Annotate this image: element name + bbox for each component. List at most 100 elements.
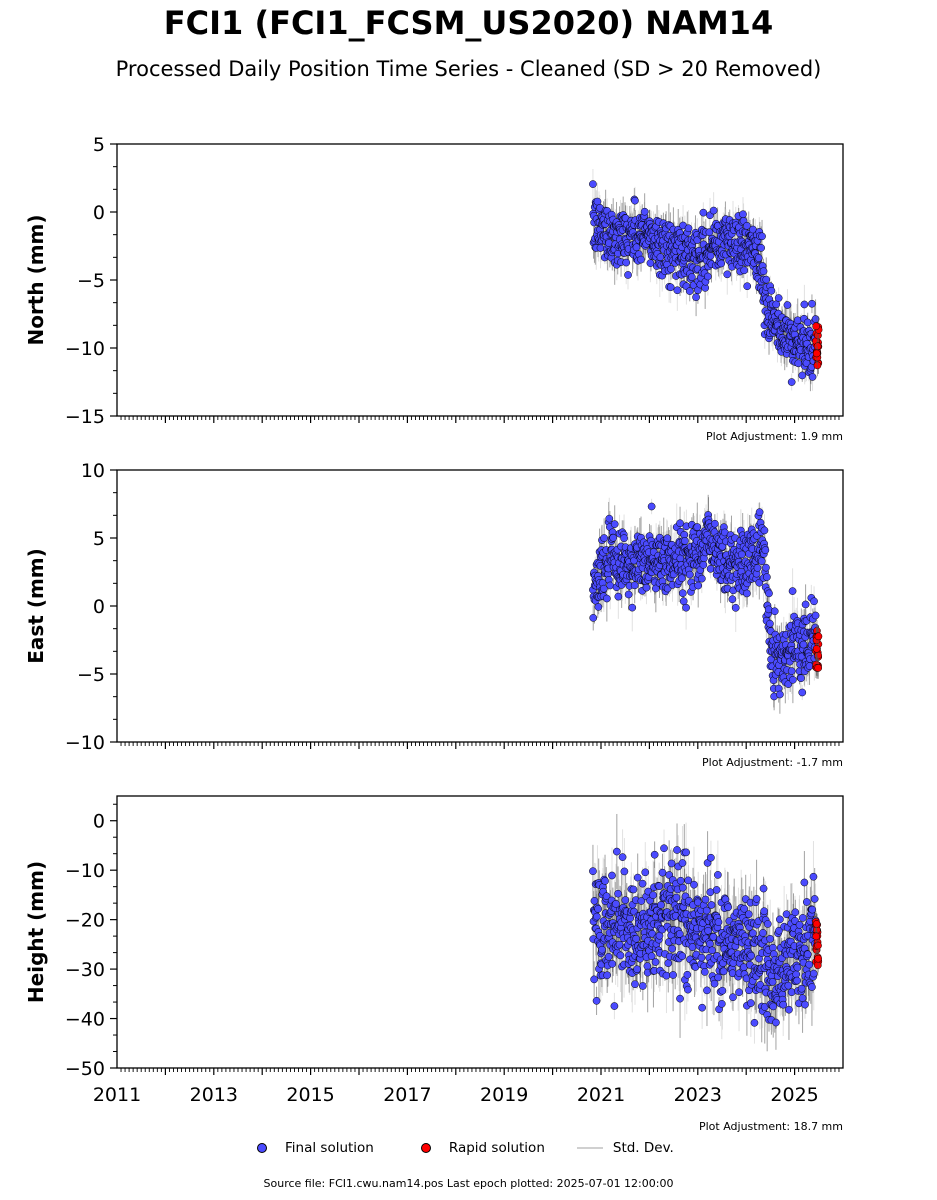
final-solution-point [788, 587, 797, 595]
y-tick-label: 5 [93, 528, 105, 550]
final-solution-point [743, 221, 751, 230]
final-solution-point [660, 844, 668, 853]
final-solution-point [775, 926, 783, 935]
data-layer [589, 169, 823, 392]
final-solution-point [723, 270, 732, 279]
final-solution-point [760, 907, 768, 916]
final-solution-point [693, 523, 702, 531]
final-solution-point [810, 597, 818, 606]
final-solution-point [678, 574, 686, 583]
final-solution-point [743, 589, 751, 598]
final-solution-point [684, 876, 693, 885]
final-solution-point [789, 675, 797, 684]
final-solution-point [605, 239, 613, 247]
final-solution-point [768, 978, 777, 986]
final-solution-point [637, 255, 645, 264]
final-solution-point [678, 883, 687, 892]
final-solution-point [649, 891, 657, 900]
final-solution-point [699, 561, 708, 569]
final-solution-point [667, 859, 676, 868]
final-solution-point [755, 508, 764, 516]
final-solution-point [769, 1002, 778, 1011]
final-solution-point [714, 871, 722, 879]
final-solution-point [608, 960, 617, 968]
final-solution-point [647, 502, 656, 511]
final-solution-point [776, 690, 784, 699]
final-solution-point [643, 962, 652, 970]
y-tick-label: 0 [93, 811, 105, 833]
final-solution-point [697, 953, 706, 962]
final-solution-point [757, 557, 766, 566]
final-solution-point [676, 876, 685, 885]
final-solution-point [810, 895, 819, 903]
final-solution-point [754, 254, 763, 262]
final-solution-point [756, 980, 765, 989]
final-solution-point [772, 1018, 780, 1027]
final-solution-point [655, 882, 664, 890]
final-solution-point [787, 988, 796, 997]
final-solution-point [698, 1003, 706, 1012]
final-solution-point [765, 589, 773, 598]
final-solution-point [664, 959, 673, 968]
rapid-solution-point [812, 644, 821, 653]
final-solution-point [702, 906, 711, 915]
final-solution-point [793, 963, 802, 972]
final-solution-point [803, 950, 812, 959]
final-solution-point [728, 595, 737, 604]
final-solution-point [717, 259, 726, 268]
y-axis-label: East (mm) [24, 548, 48, 664]
final-solution-point [673, 846, 681, 854]
final-solution-point [808, 299, 816, 308]
final-solution-point [678, 859, 687, 867]
final-solution-point [610, 520, 619, 528]
final-solution-point [694, 581, 703, 590]
final-solution-point [759, 267, 768, 276]
final-solution-point [719, 967, 728, 976]
final-solution-point [614, 592, 623, 601]
final-solution-point [683, 970, 692, 979]
final-solution-point [714, 973, 723, 982]
final-solution-point [610, 1002, 619, 1010]
y-tick-label: 5 [93, 134, 105, 156]
final-solution-point [672, 893, 681, 902]
y-tick-label: −10 [65, 860, 105, 882]
final-solution-point [631, 196, 639, 205]
final-solution-point [759, 884, 768, 893]
final-solution-point [676, 519, 684, 528]
final-solution-point [599, 584, 608, 593]
final-solution-point [673, 286, 682, 295]
final-solution-point [678, 952, 687, 961]
data-layer [589, 813, 823, 1052]
rapid-solution-point [812, 349, 821, 358]
y-tick-label: −5 [77, 270, 105, 292]
final-solution-point [682, 848, 690, 857]
final-solution-point [793, 316, 802, 325]
final-solution-point [724, 903, 733, 912]
y-tick-label: 0 [93, 202, 105, 224]
final-solution-point [801, 1000, 809, 1009]
final-solution-point [799, 640, 808, 649]
final-solution-point [590, 975, 598, 984]
final-solution-point [798, 994, 807, 1003]
final-solution-point [657, 901, 665, 909]
final-solution-point [761, 546, 770, 555]
final-solution-point [628, 603, 637, 612]
chart-subtitle: Processed Daily Position Time Series - C… [115, 57, 822, 81]
final-solution-point [797, 674, 805, 683]
final-solution-point [624, 590, 633, 599]
final-solution-point [763, 573, 771, 581]
final-solution-point [731, 603, 740, 612]
final-solution-point [647, 952, 656, 960]
panel-0: 5 0 −5 −10 −15 North (mm) Plot Adjustment: 1.9… [24, 134, 844, 443]
final-solution-point [684, 985, 692, 994]
final-solution-point [762, 563, 770, 572]
final-solution-point [737, 550, 746, 559]
panel-1: 10 5 0 −5 −10 East (mm) Plot Adjustment: -1.7 … [24, 460, 844, 769]
final-solution-point [632, 934, 641, 943]
final-solution-point [662, 971, 671, 980]
final-solution-point [589, 180, 597, 188]
y-tick-label: −10 [65, 732, 105, 754]
final-solution-point [709, 206, 718, 215]
final-solution-point [688, 943, 697, 951]
final-solution-point [801, 600, 810, 609]
